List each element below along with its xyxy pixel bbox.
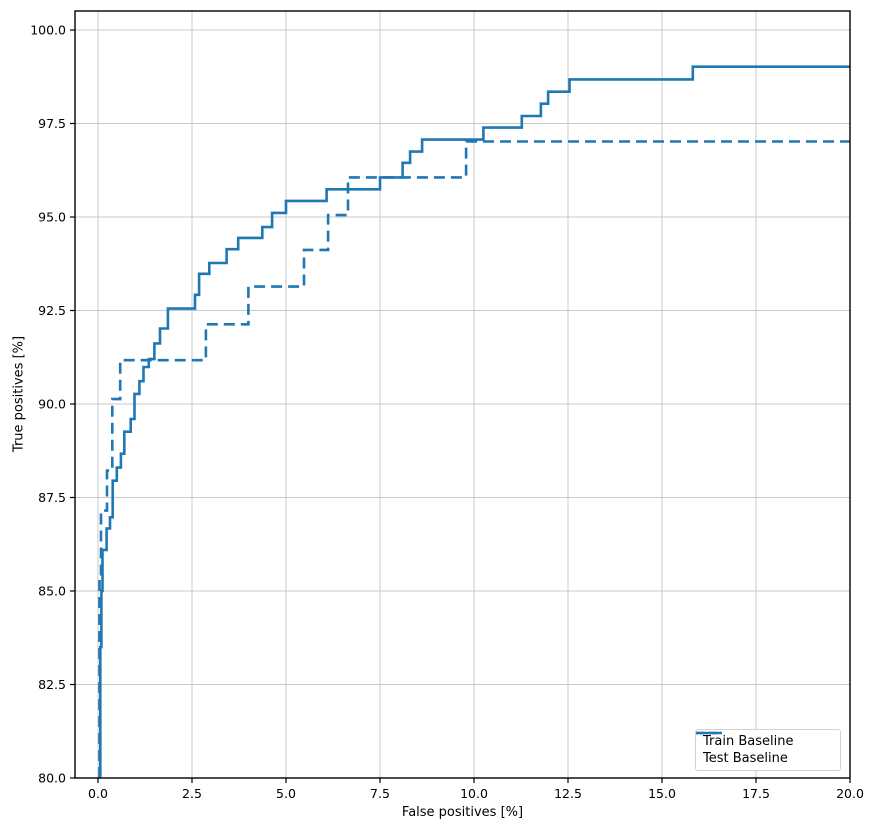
y-tick-label: 95.0 bbox=[38, 210, 66, 225]
x-tick-label: 2.5 bbox=[182, 786, 202, 801]
x-tick-label: 10.0 bbox=[460, 786, 488, 801]
y-tick-label: 82.5 bbox=[38, 677, 66, 692]
y-tick-label: 87.5 bbox=[38, 490, 66, 505]
x-tick-label: 15.0 bbox=[648, 786, 676, 801]
x-tick-label: 5.0 bbox=[276, 786, 296, 801]
y-tick-label: 85.0 bbox=[38, 584, 66, 599]
legend-label-test: Test Baseline bbox=[703, 751, 788, 766]
x-axis-label: False positives [%] bbox=[401, 805, 524, 820]
x-tick-label: 17.5 bbox=[742, 786, 770, 801]
legend-label-train: Train Baseline bbox=[703, 734, 794, 749]
axes-frame bbox=[74, 10, 851, 779]
y-tick-label: 92.5 bbox=[38, 303, 66, 318]
y-tick-label: 90.0 bbox=[38, 397, 66, 412]
series-train-baseline bbox=[99, 65, 850, 778]
x-tick-label: 0.0 bbox=[88, 786, 108, 801]
legend-item-test: Test Baseline bbox=[696, 731, 833, 766]
x-tick-label: 20.0 bbox=[836, 786, 864, 801]
series-test-baseline bbox=[98, 140, 850, 778]
x-tick-label: 7.5 bbox=[370, 786, 390, 801]
y-tick-label: 80.0 bbox=[38, 771, 66, 786]
legend-item-train: Train Baseline bbox=[696, 731, 833, 749]
y-tick-label: 100.0 bbox=[30, 23, 66, 38]
x-tick-label: 12.5 bbox=[554, 786, 582, 801]
y-tick-label: 97.5 bbox=[38, 116, 66, 131]
dashed-line-icon bbox=[696, 731, 722, 735]
y-axis-label: True positives [%] bbox=[11, 335, 27, 453]
legend: Train Baseline Test Baseline bbox=[695, 729, 841, 771]
